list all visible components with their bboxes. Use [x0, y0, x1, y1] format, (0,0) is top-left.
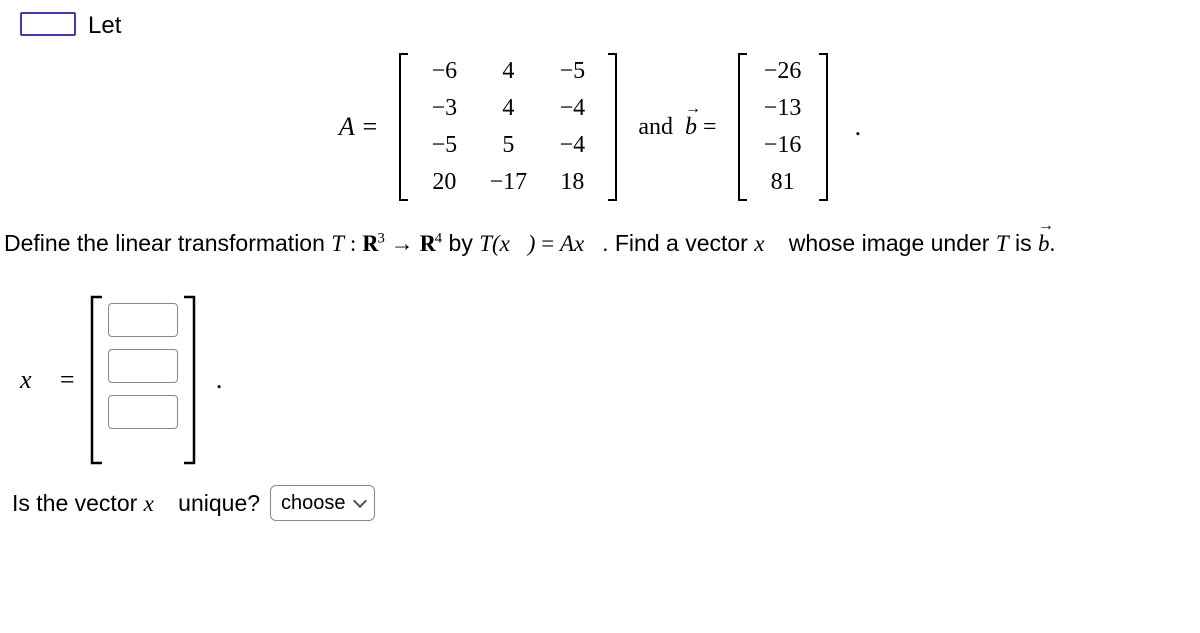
- matrix-a-cell: 20: [412, 169, 476, 196]
- matrix-a-label: A =: [339, 112, 378, 142]
- matrix-a-cell: 5: [476, 132, 540, 159]
- x-component-3-input[interactable]: [108, 395, 178, 429]
- matrix-a-cell: −5: [540, 58, 604, 85]
- matrix-a-cell: −6: [412, 58, 476, 85]
- vector-b-cell: −13: [751, 95, 815, 122]
- question-text: Define the linear transformation T : R3 …: [0, 210, 1200, 265]
- right-bracket-icon: [182, 295, 198, 465]
- vector-b: −26 −13 −16 81: [735, 52, 831, 202]
- left-bracket-icon: [396, 52, 410, 202]
- answer-vector: [88, 295, 198, 465]
- x-component-1-input[interactable]: [108, 303, 178, 337]
- unique-select[interactable]: choose: [270, 485, 375, 521]
- matrix-a-cell: 18: [540, 169, 604, 196]
- let-label: Let: [88, 12, 121, 38]
- period: .: [216, 365, 223, 395]
- period: .: [855, 112, 862, 142]
- vector-b-cell: 81: [751, 169, 815, 196]
- matrix-equation: A = −6 4 −5 −3 4 −4 −5 5 −4 20 −17 18 an…: [0, 52, 1200, 202]
- vector-b-cell: −26: [751, 58, 815, 85]
- matrix-a-cell: −3: [412, 95, 476, 122]
- matrix-a-cell: −4: [540, 132, 604, 159]
- matrix-a-cell: −5: [412, 132, 476, 159]
- matrix-a-cell: −4: [540, 95, 604, 122]
- matrix-a-cell: 4: [476, 95, 540, 122]
- right-bracket-icon: [606, 52, 620, 202]
- matrix-a-cell: −17: [476, 169, 540, 196]
- x-equals-label: x⃗ =: [20, 365, 76, 395]
- right-bracket-icon: [817, 52, 831, 202]
- x-component-2-input[interactable]: [108, 349, 178, 383]
- left-bracket-icon: [735, 52, 749, 202]
- unique-prompt: Is the vector x⃗ unique?: [12, 490, 260, 517]
- matrix-a: −6 4 −5 −3 4 −4 −5 5 −4 20 −17 18: [396, 52, 620, 202]
- left-bracket-icon: [88, 295, 104, 465]
- matrix-a-cell: 4: [476, 58, 540, 85]
- vector-b-cell: −16: [751, 132, 815, 159]
- question-checkbox[interactable]: [20, 12, 76, 36]
- and-label: and b =: [638, 114, 716, 141]
